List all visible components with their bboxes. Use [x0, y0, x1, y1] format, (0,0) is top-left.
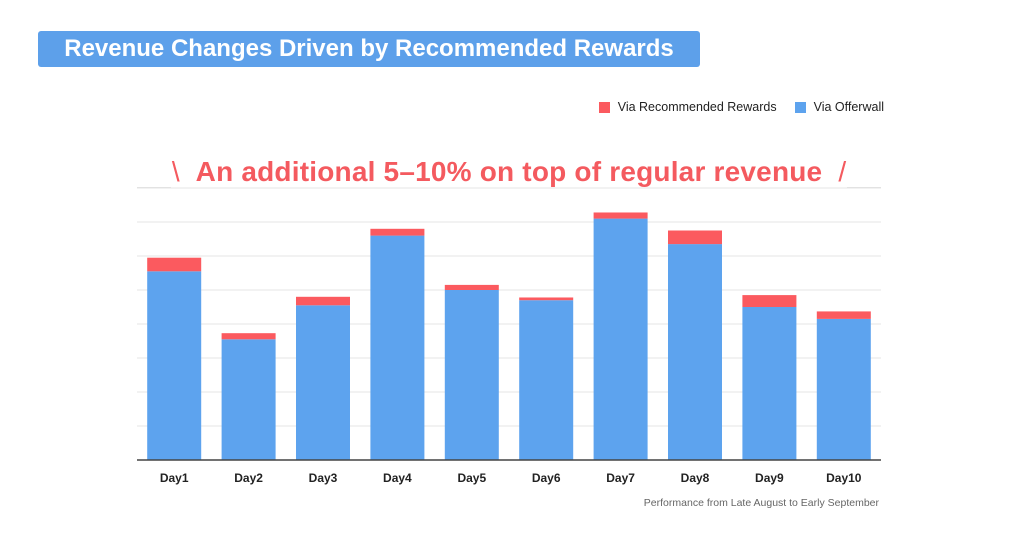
bar-recommended: [519, 297, 574, 301]
x-tick-label: Day4: [383, 471, 412, 485]
bar-offerwall: [147, 271, 202, 460]
bar-offerwall: [296, 305, 350, 460]
bar-offerwall: [668, 244, 722, 460]
legend-swatch-recommended: [598, 101, 610, 113]
legend-item-offerwall: Via Offerwall: [794, 100, 884, 114]
x-tick-label: Day9: [755, 471, 784, 485]
callout: \ An additional 5–10% on top of regular …: [137, 152, 881, 192]
chart-title: Revenue Changes Driven by Recommended Re…: [38, 31, 700, 67]
callout-left-mark: \: [171, 156, 180, 187]
bar-recommended: [668, 230, 722, 245]
callout-right-mark: /: [838, 156, 847, 187]
bar-offerwall: [221, 339, 276, 460]
x-tick-label: Day1: [160, 471, 189, 485]
bar-recommended: [816, 311, 871, 319]
bar-offerwall: [444, 290, 499, 460]
bar-offerwall: [816, 318, 871, 460]
bar-offerwall: [742, 307, 797, 460]
bar-recommended: [370, 228, 425, 236]
x-tick-label: Day10: [826, 471, 862, 485]
x-tick-label: Day5: [457, 471, 486, 485]
x-tick-label: Day2: [234, 471, 263, 485]
legend-label-recommended: Via Recommended Rewards: [617, 100, 777, 114]
x-tick-label: Day6: [532, 471, 561, 485]
bar-recommended: [444, 284, 499, 290]
callout-text: An additional 5–10% on top of regular re…: [195, 156, 823, 187]
bar-offerwall: [519, 300, 574, 460]
bar-recommended: [742, 295, 797, 307]
x-tick-label: Day3: [309, 471, 338, 485]
chart-caption: Performance from Late August to Early Se…: [643, 497, 879, 509]
bar-recommended: [147, 257, 202, 272]
legend-item-recommended: Via Recommended Rewards: [598, 100, 777, 114]
legend: Via Recommended Rewards Via Offerwall: [598, 100, 884, 114]
bar-recommended: [593, 212, 648, 219]
bar-recommended: [221, 333, 276, 340]
x-tick-label: Day7: [606, 471, 635, 485]
bar-recommended: [296, 296, 350, 306]
legend-swatch-offerwall: [794, 101, 806, 113]
legend-label-offerwall: Via Offerwall: [813, 100, 884, 114]
bar-offerwall: [593, 218, 648, 460]
bar-offerwall: [370, 235, 425, 460]
x-tick-label: Day8: [681, 471, 710, 485]
